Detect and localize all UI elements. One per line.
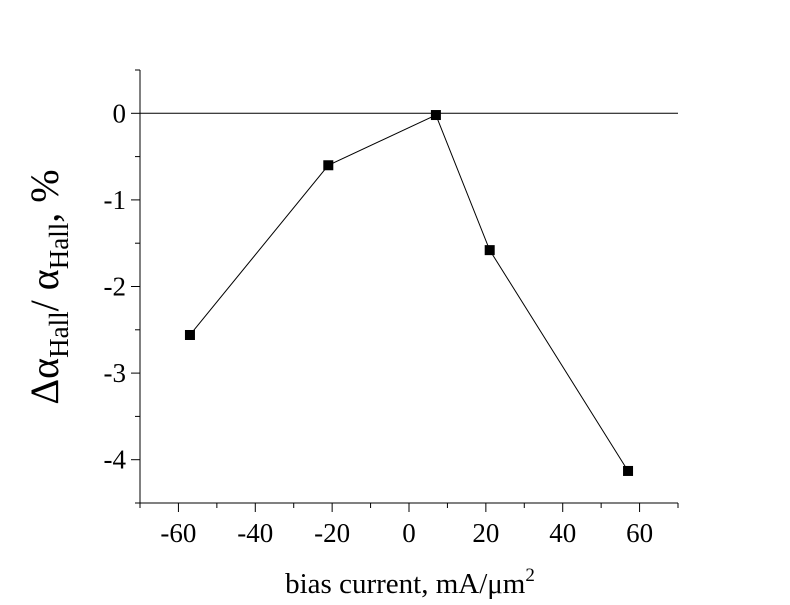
y-tick-label: -1 bbox=[104, 185, 127, 215]
y-tick-label: -2 bbox=[104, 272, 127, 302]
y-tick-label: -3 bbox=[104, 358, 127, 388]
x-axis-title: bias current, mA/μm2 bbox=[285, 565, 535, 600]
x-tick-label: 20 bbox=[472, 518, 499, 548]
x-tick-label: 40 bbox=[549, 518, 576, 548]
y-tick-label: 0 bbox=[113, 98, 127, 128]
data-series bbox=[184, 110, 634, 476]
ticks: -60 -40 -20 0 20 40 60 0 -1 -2 -3 -4 bbox=[104, 69, 679, 548]
y-tick-label: -4 bbox=[104, 445, 127, 475]
series-line bbox=[189, 114, 629, 472]
x-tick-label: -20 bbox=[314, 518, 350, 548]
x-tick-label: 60 bbox=[626, 518, 653, 548]
y-axis-title: ΔαHall/ αHall, % bbox=[22, 169, 74, 404]
data-point bbox=[323, 160, 334, 171]
x-tick-label: 0 bbox=[402, 518, 416, 548]
axes bbox=[139, 70, 678, 504]
data-point bbox=[430, 110, 441, 121]
data-point bbox=[623, 465, 634, 476]
svg-text:ΔαHall/ αHall, %: ΔαHall/ αHall, % bbox=[22, 169, 74, 404]
data-point bbox=[184, 329, 195, 340]
data-point bbox=[484, 245, 495, 256]
x-tick-label: -60 bbox=[160, 518, 196, 548]
x-tick-label: -40 bbox=[237, 518, 273, 548]
